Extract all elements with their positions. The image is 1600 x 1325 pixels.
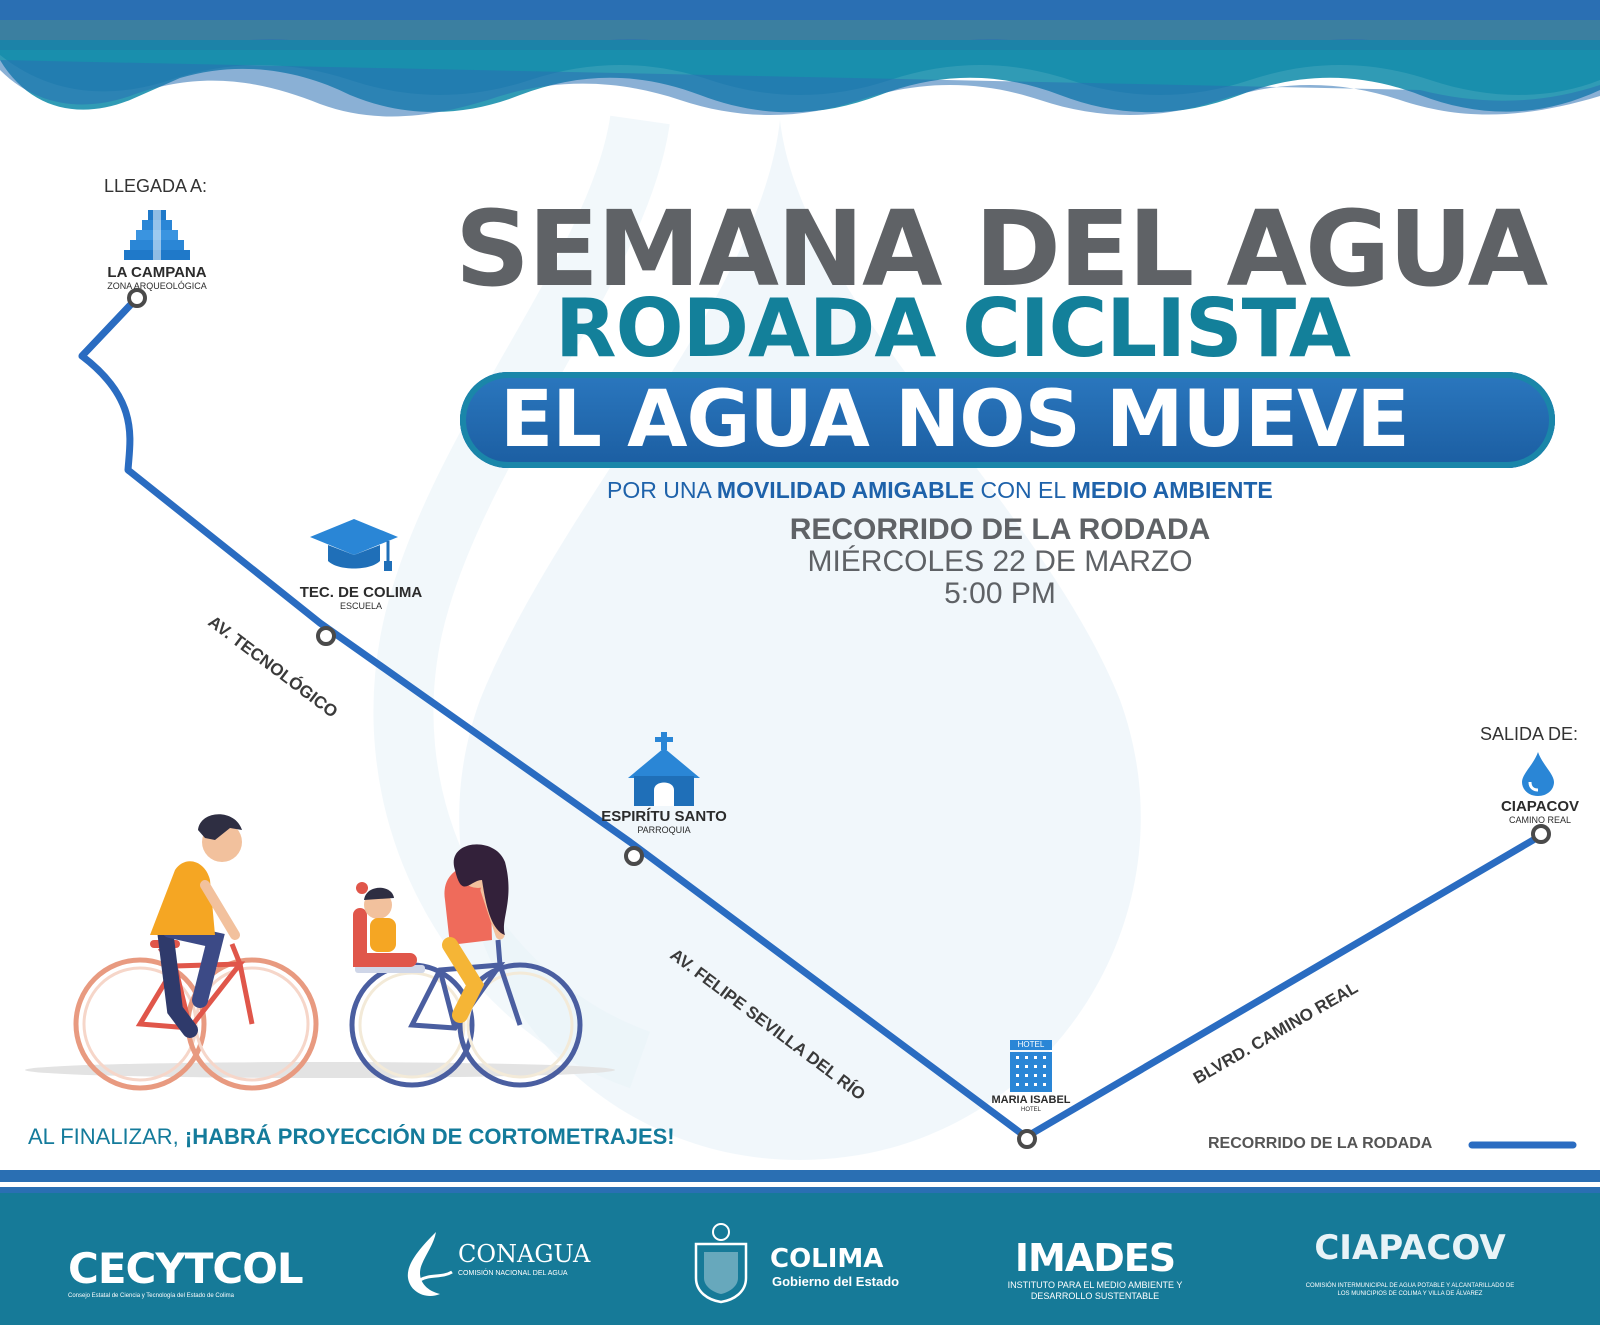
event-title: SEMANA DEL AGUA <box>455 188 1548 310</box>
graduation-cap-icon <box>310 519 398 571</box>
coat-of-arms-icon <box>694 1223 748 1304</box>
stop-la-campana-type: ZONA ARQUEOLÓGICA <box>107 281 207 291</box>
closing-part-1: AL FINALIZAR, <box>28 1124 185 1149</box>
event-time: 5:00 PM <box>944 577 1056 610</box>
logo-imades: IMADES INSTITUTO PARA EL MEDIO AMBIENTE … <box>995 1236 1195 1302</box>
departure-label: SALIDA DE: <box>1480 724 1579 744</box>
stop-tec-colima-name: TEC. DE COLIMA <box>299 584 423 601</box>
tagline-part-1: POR UNA <box>607 477 717 503</box>
logo-colima-name: COLIMA <box>770 1244 884 1274</box>
church-icon <box>628 732 700 806</box>
stop-tec-colima-type: ESCUELA <box>339 601 383 611</box>
tagline-bold-1: MOVILIDAD AMIGABLE <box>716 477 975 503</box>
stop-ciapacov-name: CIAPACOV <box>1500 798 1580 815</box>
closing-message: AL FINALIZAR, ¡HABRÁ PROYECCIÓN DE CORTO… <box>28 1124 675 1150</box>
logo-conagua-name: CONAGUA <box>458 1240 591 1268</box>
logo-imades-sub: INSTITUTO PARA EL MEDIO AMBIENTE Y DESAR… <box>1007 1280 1183 1301</box>
logo-imades-name: IMADES <box>1014 1236 1176 1280</box>
stop-la-campana-name: LA CAMPANA <box>107 264 207 281</box>
tagline-bold-2: MEDIO AMBIENTE <box>1071 477 1273 503</box>
tagline: POR UNA MOVILIDAD AMIGABLE CON EL MEDIO … <box>607 477 1273 504</box>
arrival-label: LLEGADA A: <box>104 176 208 196</box>
stop-espiritu-santo-name: ESPIRÍTU SANTO <box>601 808 727 825</box>
logo-cecytcol: CECYTCOL Consejo Estatal de Ciencia y Te… <box>68 1244 328 1299</box>
stop-espiritu-santo-type: PARROQUIA <box>637 825 691 835</box>
slogan-banner: EL AGUA NOS MUEVE <box>460 372 1555 468</box>
event-date: MIÉRCOLES 22 DE MARZO <box>807 545 1193 578</box>
logo-ciapacov: CIAPACOV COMISIÓN INTERMUNICIPAL DE AGUA… <box>1300 1228 1520 1298</box>
cyclist-man-illustration <box>73 814 319 1091</box>
stop-maria-isabel-type: HOTEL <box>1020 1107 1041 1113</box>
logo-cecytcol-name: CECYTCOL <box>68 1244 304 1293</box>
pyramid-icon <box>124 210 190 260</box>
logo-ciapacov-name: CIAPACOV <box>1314 1228 1506 1268</box>
tagline-part-2: CON EL <box>974 477 1072 503</box>
stop-maria-isabel-name: MARIA ISABEL <box>991 1094 1071 1106</box>
cyclist-woman-illustration <box>349 844 583 1088</box>
logo-ciapacov-sub: COMISIÓN INTERMUNICIPAL DE AGUA POTABLE … <box>1305 1283 1515 1297</box>
route-stop-markers <box>127 288 1551 1149</box>
closing-bold: ¡HABRÁ PROYECCIÓN DE CORTOMETRAJES! <box>184 1124 675 1149</box>
hotel-icon: HOTEL <box>1010 1040 1052 1092</box>
hotel-icon-text: HOTEL <box>1010 1040 1052 1050</box>
logo-cecytcol-sub: Consejo Estatal de Ciencia y Tecnología … <box>68 1293 234 1299</box>
conagua-wave-icon <box>407 1232 453 1297</box>
stop-ciapacov-type: CAMINO REAL <box>1508 815 1571 825</box>
event-label: RECORRIDO DE LA RODADA <box>789 513 1211 546</box>
route-legend-label: RECORRIDO DE LA RODADA <box>1208 1135 1433 1152</box>
slogan-text: EL AGUA NOS MUEVE <box>500 375 1410 465</box>
water-drop-icon <box>1522 752 1554 796</box>
logo-colima-sub: Gobierno del Estado <box>772 1274 900 1289</box>
logo-conagua-sub: COMISIÓN NACIONAL DEL AGUA <box>458 1270 568 1277</box>
event-subtitle: RODADA CICLISTA <box>555 282 1351 375</box>
